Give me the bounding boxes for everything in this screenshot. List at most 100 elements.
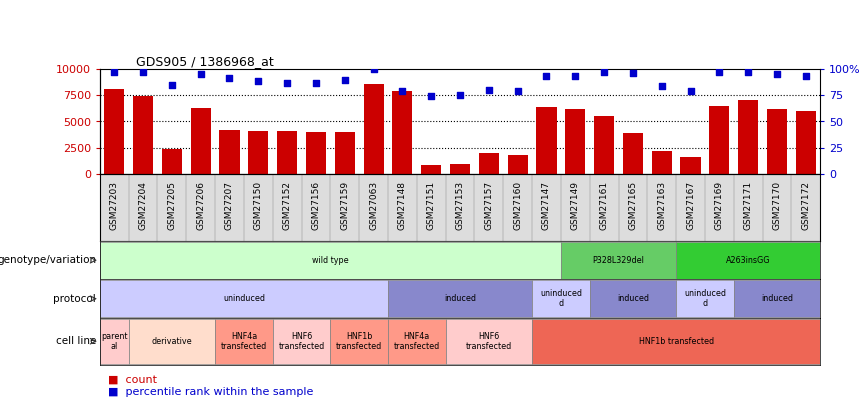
Point [194, 71, 207, 77]
Text: uninduced: uninduced [223, 294, 265, 303]
Point [396, 88, 410, 94]
Bar [220, 130, 240, 174]
Point [597, 69, 611, 75]
Text: GSM27159: GSM27159 [340, 181, 349, 230]
Text: cell line: cell line [56, 336, 96, 346]
Bar [709, 106, 729, 174]
Text: GSM27149: GSM27149 [571, 181, 580, 230]
Point [453, 92, 467, 98]
Text: uninduced
d: uninduced d [540, 289, 582, 308]
Text: HNF1b
transfected: HNF1b transfected [336, 332, 382, 351]
Bar [100, 319, 128, 364]
Bar [100, 280, 388, 317]
Point [252, 78, 266, 85]
Text: GSM27156: GSM27156 [312, 181, 320, 230]
Point [280, 79, 294, 86]
Text: GSM27148: GSM27148 [398, 181, 407, 230]
Point [136, 69, 150, 75]
Text: GSM27165: GSM27165 [628, 181, 637, 230]
Bar [273, 319, 331, 364]
Point [626, 70, 640, 76]
Text: induced: induced [617, 294, 649, 303]
Text: induced: induced [444, 294, 476, 303]
Text: GSM27157: GSM27157 [484, 181, 493, 230]
Bar [248, 131, 268, 174]
Bar [738, 100, 759, 174]
Point [741, 69, 755, 75]
Point [424, 93, 438, 100]
Bar [445, 319, 532, 364]
Bar [215, 319, 273, 364]
Text: protocol: protocol [54, 294, 96, 304]
Text: GSM27161: GSM27161 [600, 181, 608, 230]
Text: GSM27206: GSM27206 [196, 181, 205, 230]
Bar [594, 116, 615, 174]
Bar [104, 89, 124, 174]
Bar [331, 319, 388, 364]
Bar [450, 164, 470, 174]
Bar [133, 96, 153, 174]
Bar [335, 132, 355, 174]
Text: GSM27169: GSM27169 [715, 181, 724, 230]
Point [222, 75, 236, 81]
Bar [191, 108, 211, 174]
Bar [561, 242, 676, 279]
Bar [306, 132, 326, 174]
Text: HNF4a
transfected: HNF4a transfected [394, 332, 440, 351]
Text: GSM27205: GSM27205 [168, 181, 176, 230]
Text: GSM27153: GSM27153 [456, 181, 464, 230]
Bar [388, 319, 445, 364]
Point [510, 88, 524, 94]
Bar [532, 319, 820, 364]
Bar [676, 280, 733, 317]
Point [770, 71, 784, 77]
Text: wild type: wild type [312, 256, 349, 265]
Point [540, 73, 554, 79]
Text: GSM27151: GSM27151 [427, 181, 436, 230]
Bar [392, 91, 412, 174]
Text: GSM27163: GSM27163 [657, 181, 667, 230]
Point [108, 69, 122, 75]
Bar [733, 280, 820, 317]
Bar [479, 153, 499, 174]
Text: GSM27204: GSM27204 [139, 181, 148, 230]
Bar [589, 280, 676, 317]
Bar [652, 151, 672, 174]
Bar [565, 109, 585, 174]
Text: GSM27203: GSM27203 [109, 181, 119, 230]
Point [309, 79, 323, 86]
Text: ■  percentile rank within the sample: ■ percentile rank within the sample [108, 387, 314, 397]
Text: GSM27160: GSM27160 [513, 181, 523, 230]
Bar [532, 280, 589, 317]
Bar [421, 165, 441, 174]
Bar [767, 109, 787, 174]
Text: parent
al: parent al [101, 332, 128, 351]
Bar [364, 83, 384, 174]
Bar [681, 157, 700, 174]
Point [569, 73, 582, 79]
Text: derivative: derivative [152, 337, 192, 346]
Text: uninduced
d: uninduced d [684, 289, 726, 308]
Bar [676, 242, 820, 279]
Bar [388, 280, 532, 317]
Text: GDS905 / 1386968_at: GDS905 / 1386968_at [136, 55, 273, 68]
Point [165, 81, 179, 88]
Point [799, 73, 812, 79]
Text: genotype/variation: genotype/variation [0, 255, 96, 265]
Text: GSM27172: GSM27172 [801, 181, 811, 230]
Text: GSM27152: GSM27152 [283, 181, 292, 230]
Text: HNF6
transfected: HNF6 transfected [279, 332, 325, 351]
Point [338, 77, 352, 84]
Text: GSM27063: GSM27063 [369, 181, 378, 230]
Point [684, 88, 698, 94]
Bar [161, 149, 182, 174]
Point [366, 66, 380, 72]
Text: GSM27171: GSM27171 [744, 181, 753, 230]
Bar [100, 242, 561, 279]
Bar [128, 319, 215, 364]
Point [654, 83, 668, 89]
Bar [536, 107, 556, 174]
Text: GSM27147: GSM27147 [542, 181, 551, 230]
Bar [623, 133, 643, 174]
Point [482, 87, 496, 93]
